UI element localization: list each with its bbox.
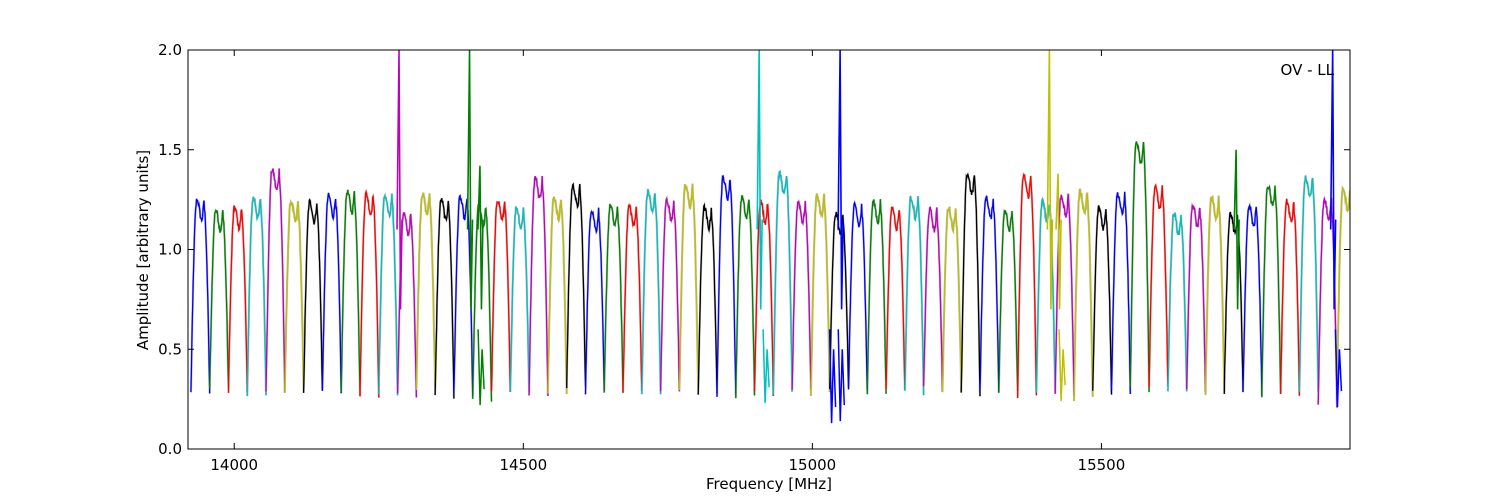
x-axis-label: Frequency [MHz] [706,475,832,493]
spike-mark [466,50,474,310]
channel-trace [772,170,793,396]
channel-trace [359,189,380,398]
channel-trace [321,192,342,394]
channel-trace [1336,186,1350,389]
channel-trace [960,172,981,397]
channel-trace [340,189,361,396]
channel-trace [810,193,831,396]
channel-trace [904,195,925,396]
x-tick-label: 14000 [210,456,258,474]
channel-trace [547,196,568,394]
channel-trace [284,200,305,393]
channel-trace [922,206,944,392]
channel-trace [847,200,868,391]
channel-trace [566,182,587,389]
channel-trace [1092,205,1113,395]
spike-mark [1046,50,1054,310]
channel-trace [190,198,211,394]
spike-mark [837,50,844,310]
channel-trace [209,209,230,389]
channel-trace [246,196,267,397]
spike-mark [396,50,403,310]
channel-trace [1167,212,1188,392]
channel-trace [453,194,474,396]
channel-trace [227,205,248,393]
channel-trace [509,206,530,393]
channel-trace [1148,183,1169,388]
channel-trace [1204,195,1225,395]
channel-trace [791,200,812,390]
channel-trace [1110,191,1131,395]
channel-trace [697,202,718,395]
y-tick-label: 1.0 [158,241,182,259]
channel-trace [1073,188,1094,402]
annotation-label: OV - LL [1281,61,1335,79]
channel-trace [584,207,605,395]
channel-trace [885,206,906,390]
channel-trace [472,202,493,402]
ticks-layer: 14000 14500 15000 15500 0.0 0.5 1.0 1.5 2.0 [158,41,1350,474]
spike-mark [477,165,484,310]
dropout-mark [762,329,770,404]
channel-trace [716,175,737,397]
x-tick-label: 14500 [499,456,547,474]
channel-trace [265,168,286,393]
channel-trace [622,203,643,393]
channel-trace [415,192,436,390]
channel-trace [678,183,699,391]
channel-trace [1298,175,1319,392]
channel-trace [302,198,324,393]
dropout-mark [837,329,846,422]
channel-trace [659,196,681,392]
y-tick-label: 0.0 [158,440,182,458]
channel-trace [1223,211,1244,394]
spike-mark [1055,173,1062,310]
channel-trace [1186,203,1207,393]
dropout-mark [828,329,837,424]
channel-trace [490,201,511,393]
spike-mark [1329,50,1337,310]
channel-trace [641,188,662,395]
channel-trace [1279,198,1301,396]
channel-trace [941,206,962,393]
y-tick-label: 1.5 [158,141,182,159]
channel-trace [866,199,887,395]
channel-trace [1242,203,1263,396]
channel-trace [1016,173,1038,399]
channel-trace [528,175,549,397]
y-tick-label: 0.5 [158,340,182,358]
channel-trace [979,195,1000,393]
y-tick-label: 2.0 [158,41,182,59]
spike-mark [756,50,763,310]
channel-trace [1261,184,1282,398]
channel-trace [753,199,774,397]
channel-trace [998,209,1019,393]
channel-trace [434,198,455,399]
dropout-mark [477,329,485,406]
x-tick-label: 15000 [788,456,836,474]
channel-trace [603,203,624,393]
x-tick-label: 15500 [1078,456,1126,474]
channel-trace [829,211,850,390]
dropout-mark [1334,329,1343,408]
dropout-mark [1058,329,1066,402]
channel-trace [378,193,399,396]
channel-trace [735,195,756,399]
y-axis-label: Amplitude [arbitrary units] [134,150,152,350]
channel-trace [1129,141,1150,393]
spike-mark [1233,149,1240,310]
series-layer [189,50,1350,424]
